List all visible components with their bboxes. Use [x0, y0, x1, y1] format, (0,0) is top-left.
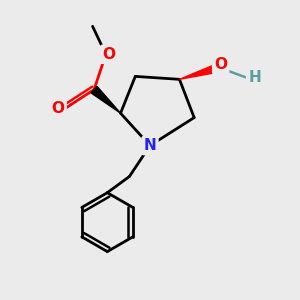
Polygon shape	[91, 86, 121, 113]
Text: H: H	[248, 70, 261, 86]
Text: O: O	[214, 57, 227, 72]
Text: N: N	[144, 138, 156, 153]
Text: O: O	[102, 47, 115, 62]
Polygon shape	[179, 63, 220, 79]
Text: O: O	[52, 101, 64, 116]
